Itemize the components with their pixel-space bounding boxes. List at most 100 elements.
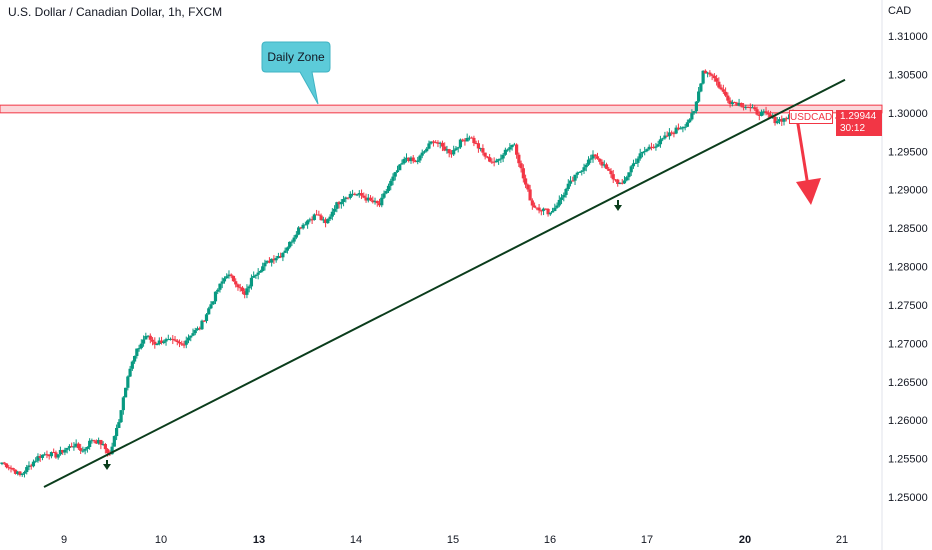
- candle: [746, 106, 750, 108]
- candle: [317, 210, 321, 216]
- candle: [270, 258, 274, 267]
- candle: [649, 142, 654, 151]
- candle: [699, 83, 703, 93]
- candle: [674, 125, 678, 135]
- candle: [90, 438, 94, 444]
- candle: [712, 73, 716, 82]
- daily-zone-callout[interactable]: Daily Zone: [261, 41, 331, 105]
- candle: [198, 326, 202, 331]
- candle: [544, 208, 548, 210]
- y-axis[interactable]: 1.31000 1.30500 1.30000 1.29500 1.29000 1.285…: [888, 31, 928, 504]
- candle: [132, 355, 137, 364]
- candle: [283, 247, 287, 253]
- down-arrow-icon: [795, 117, 821, 205]
- candle: [683, 124, 687, 131]
- candle: [748, 103, 752, 112]
- candle: [168, 337, 173, 341]
- trendline[interactable]: [43, 78, 846, 488]
- candle: [386, 183, 391, 193]
- candle: [407, 157, 411, 163]
- candle: [209, 301, 213, 310]
- candle: [647, 144, 651, 151]
- candle: [47, 454, 51, 460]
- candle: [447, 148, 451, 158]
- candle: [755, 106, 759, 116]
- candle: [490, 158, 494, 164]
- candle: [249, 274, 254, 290]
- candle: [402, 156, 406, 165]
- candle: [515, 143, 519, 159]
- candle: [337, 200, 341, 209]
- candle: [2, 461, 6, 465]
- candle: [643, 146, 647, 156]
- candle: [715, 74, 719, 86]
- candle: [759, 109, 764, 117]
- y-tick-label: 1.27000: [888, 338, 928, 350]
- candle: [710, 73, 714, 81]
- candle: [97, 437, 101, 445]
- candle: [139, 339, 143, 350]
- candle: [528, 184, 532, 201]
- candle: [346, 197, 350, 200]
- candle: [135, 348, 139, 359]
- candle: [701, 70, 705, 85]
- candle: [577, 171, 582, 173]
- candle: [191, 328, 195, 337]
- candle: [234, 278, 238, 288]
- candle: [344, 196, 348, 203]
- candle: [730, 99, 734, 107]
- candle: [694, 100, 698, 114]
- candle: [252, 271, 256, 278]
- candle: [568, 176, 573, 187]
- candle: [292, 235, 296, 244]
- candle: [272, 255, 276, 264]
- candle: [315, 209, 319, 216]
- candle: [391, 173, 395, 186]
- candle: [766, 110, 770, 118]
- candle: [204, 313, 209, 324]
- candle: [43, 452, 47, 456]
- candle: [380, 193, 384, 208]
- candle: [63, 447, 67, 456]
- candle: [45, 450, 49, 459]
- candle: [76, 442, 81, 450]
- candle: [440, 140, 445, 152]
- candle: [465, 133, 469, 142]
- x-axis[interactable]: 9 10 13 14 15 16 17 20 21: [61, 534, 848, 546]
- candle: [521, 164, 525, 183]
- candle: [92, 439, 96, 444]
- candle: [656, 140, 660, 147]
- candle: [137, 344, 141, 352]
- candle: [443, 142, 447, 152]
- candle: [13, 469, 18, 475]
- y-tick-label: 1.30000: [888, 108, 928, 120]
- up-arrow-icon: [614, 200, 622, 211]
- candle: [591, 150, 595, 163]
- candle: [728, 97, 732, 108]
- candle: [288, 241, 292, 249]
- candle: [243, 288, 247, 299]
- candle: [99, 439, 103, 450]
- candle: [177, 339, 182, 348]
- candle: [638, 148, 642, 161]
- x-tick-label: 9: [61, 534, 67, 546]
- candle: [49, 451, 54, 459]
- candle: [717, 77, 721, 89]
- candle: [359, 189, 364, 200]
- candle: [679, 126, 683, 130]
- candle: [557, 195, 561, 208]
- candle: [719, 84, 723, 91]
- candle: [485, 155, 489, 159]
- candle: [604, 162, 609, 170]
- candle: [622, 176, 627, 185]
- candle: [267, 257, 272, 264]
- candle: [83, 447, 87, 455]
- candle: [350, 189, 355, 197]
- candle: [566, 179, 570, 191]
- candle: [27, 461, 31, 471]
- candle: [506, 148, 510, 152]
- callout-label: Daily Zone: [267, 50, 325, 64]
- candle: [537, 203, 541, 214]
- candle: [4, 463, 9, 469]
